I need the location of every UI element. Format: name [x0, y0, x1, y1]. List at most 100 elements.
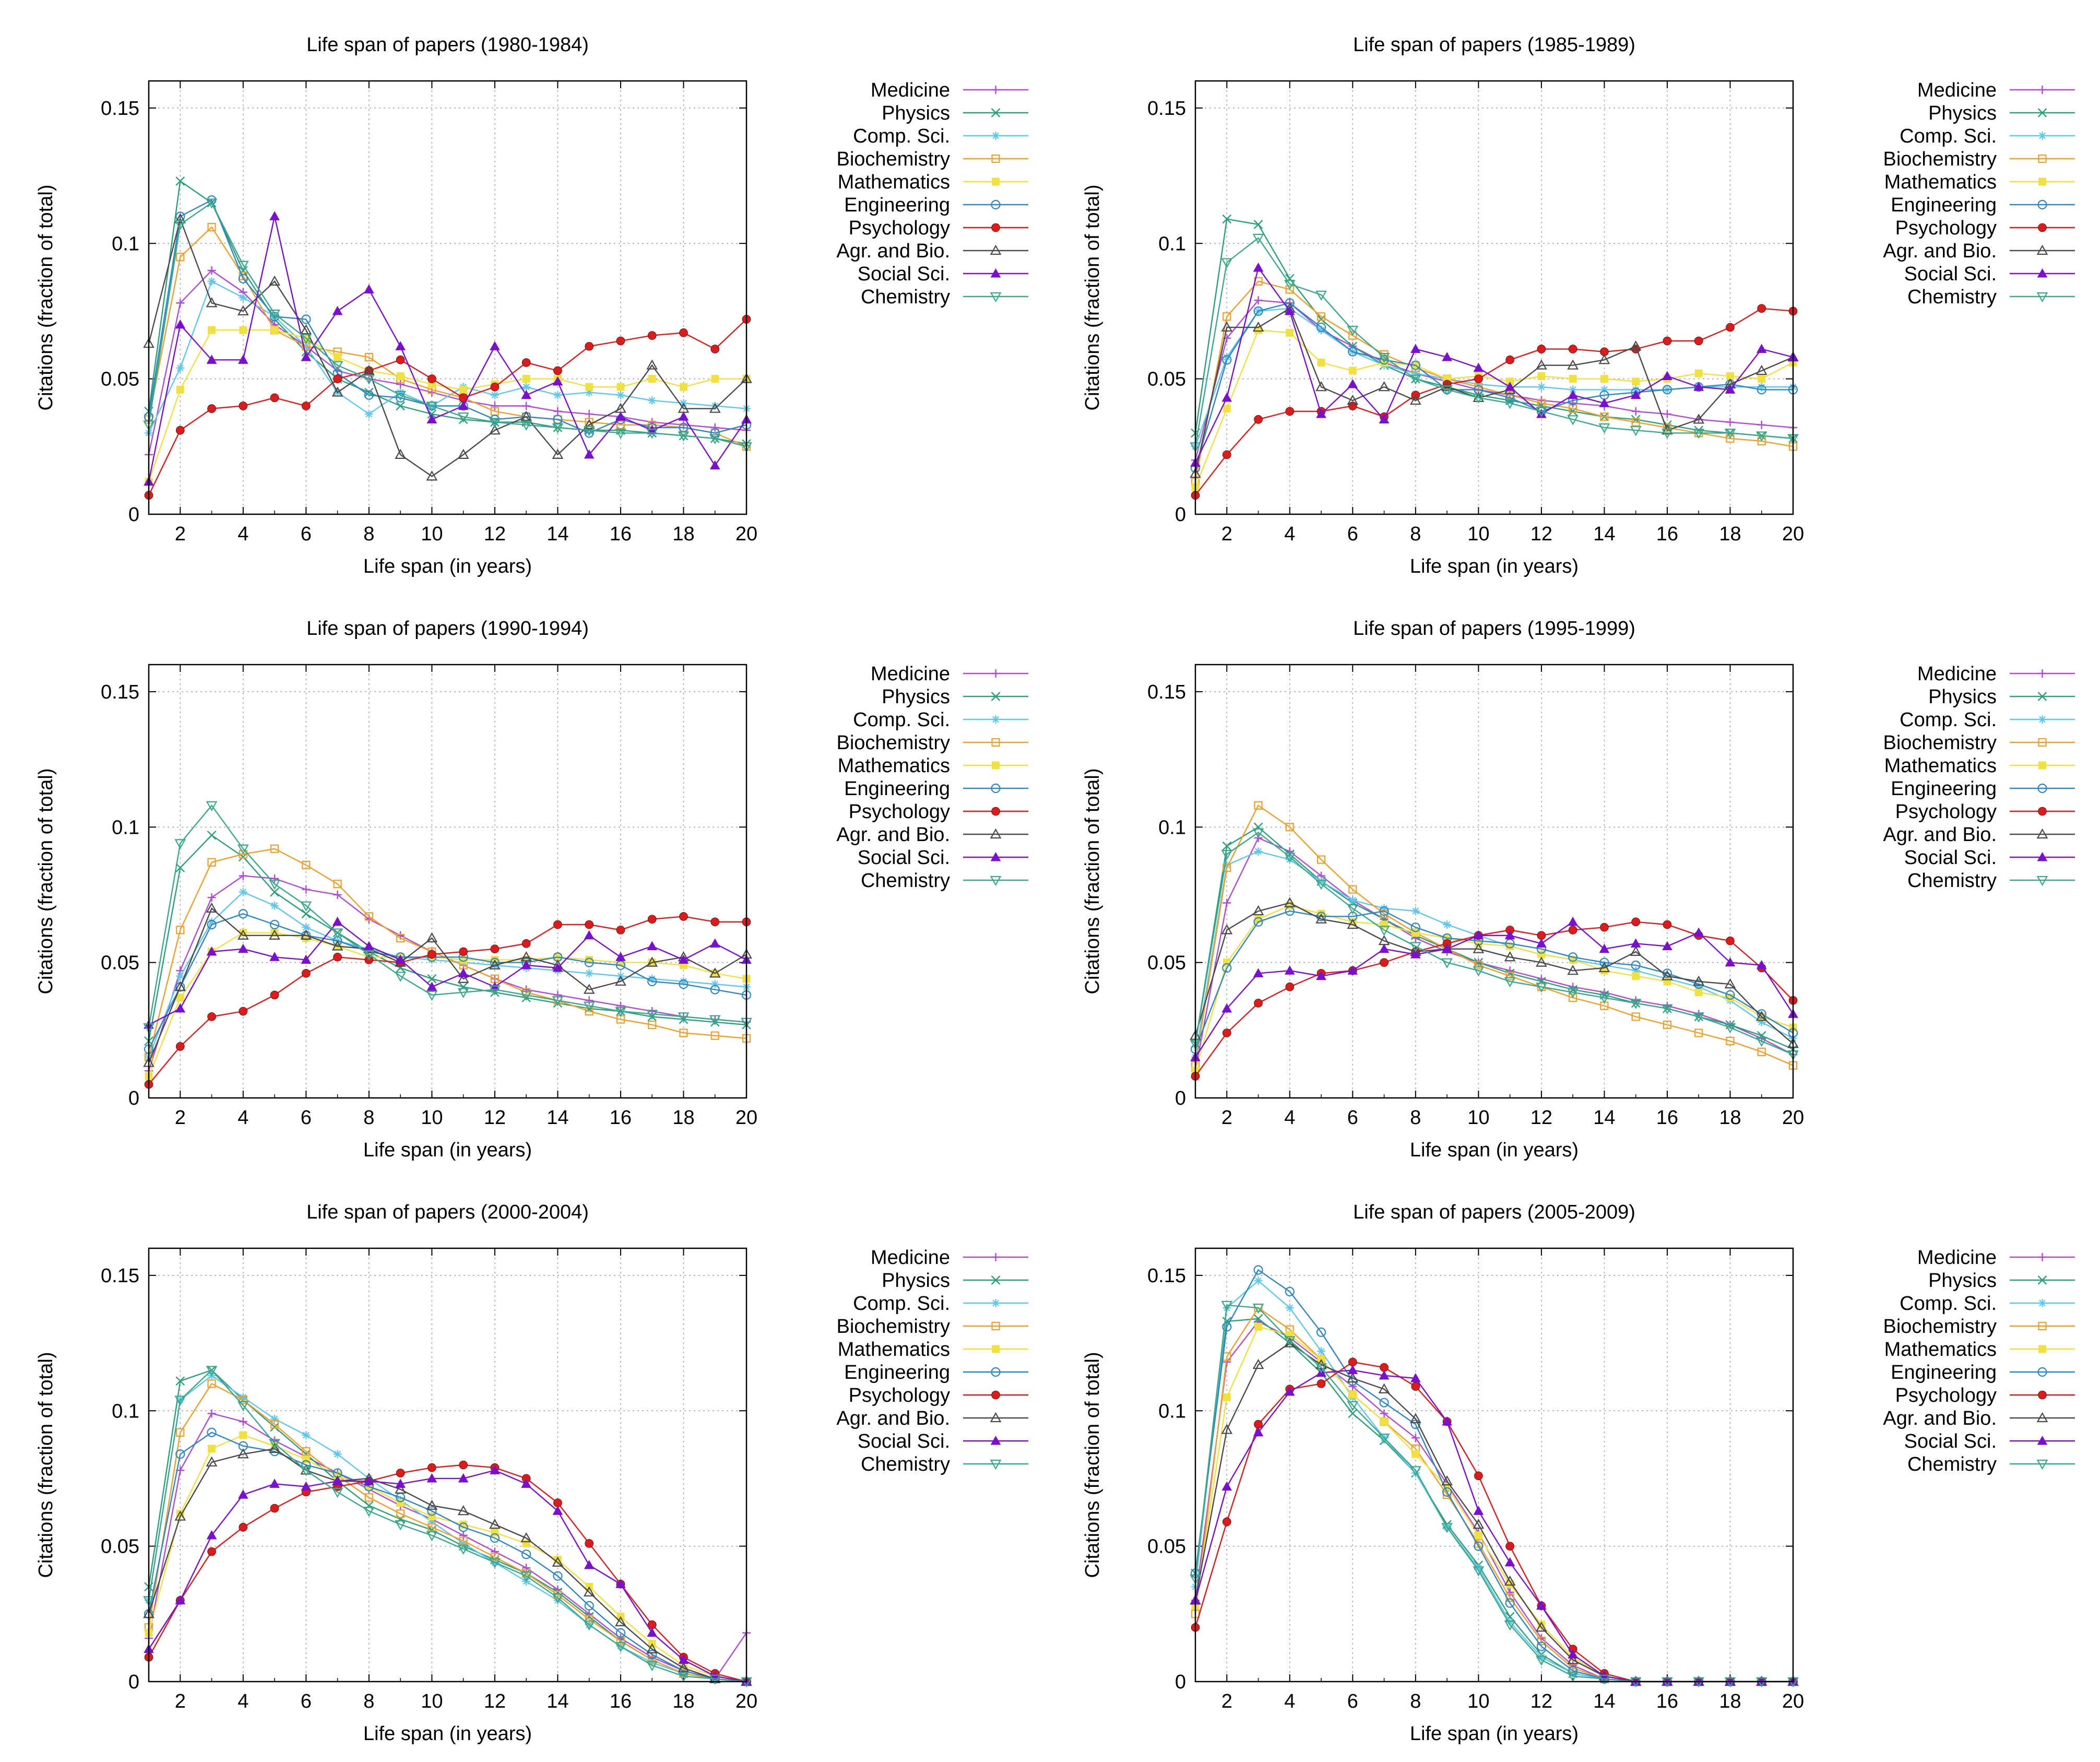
data-point-comp-sci: [1757, 383, 1766, 392]
data-point-chemistry: [1598, 993, 1610, 1004]
data-point-agr-and-bio: [709, 403, 721, 413]
data-point-psychology: [302, 401, 311, 410]
legend-label: Engineering: [1891, 194, 1997, 216]
data-point-psychology: [1222, 450, 1231, 459]
legend-swatch-marker: [2037, 783, 2047, 794]
series-psychology: [144, 1460, 751, 1686]
plot-area: [143, 801, 752, 1089]
data-point-mathematics: [176, 994, 184, 1002]
data-point-social-sci: [363, 941, 374, 950]
y-tick-label: 0.1: [112, 1400, 139, 1422]
legend-swatch-marker: [991, 223, 1000, 232]
plot-area: [143, 1365, 752, 1688]
data-point-social-sci: [1253, 1427, 1264, 1437]
series-line-medicine: [1194, 837, 1794, 1071]
data-point-social-sci: [1284, 965, 1295, 975]
y-tick-label: 0.1: [1158, 1400, 1186, 1422]
y-tick-label: 0: [1175, 1671, 1186, 1693]
data-point-mathematics: [1632, 972, 1640, 980]
data-point-psychology: [396, 356, 405, 364]
data-point-chemistry: [1567, 415, 1579, 425]
data-point-medicine: [1726, 418, 1735, 427]
chart-panel-5: Life span of papers (2000-2004) 2 4 6 8 10 12 1…: [35, 1201, 1028, 1745]
series-medicine: [1191, 296, 1797, 465]
legend-swatch-marker: [2037, 268, 2048, 278]
legend-label: Agr. and Bio.: [1883, 824, 1997, 846]
data-point-engineering: [1410, 923, 1420, 932]
series-chemistry: [1190, 828, 1799, 1061]
data-point-comp-sci: [1254, 847, 1263, 856]
data-point-biochemistry: [364, 353, 373, 362]
legend-swatch-marker: [2036, 292, 2048, 303]
data-point-comp-sci: [1569, 1669, 1577, 1678]
data-point-comp-sci: [239, 1393, 247, 1402]
data-point-chemistry: [489, 1558, 501, 1568]
series-line-social-sci: [1194, 266, 1794, 463]
data-point-social-sci: [615, 411, 626, 421]
data-point-comp-sci: [1474, 1564, 1483, 1572]
data-point-agr-and-bio: [1409, 394, 1421, 405]
series-mathematics: [1191, 902, 1797, 1075]
data-point-social-sci: [647, 1627, 658, 1637]
x-tick-label: 2: [175, 1107, 186, 1129]
data-point-comp-sci: [176, 972, 185, 980]
x-tick-label: 18: [1719, 523, 1741, 545]
data-point-psychology: [585, 342, 594, 351]
x-tick-label: 6: [1347, 1107, 1358, 1129]
data-point-physics: [1253, 220, 1263, 229]
legend-swatch-marker: [2038, 761, 2046, 770]
data-point-agr-and-bio: [206, 902, 218, 913]
data-point-engineering: [458, 1522, 468, 1532]
data-point-chemistry: [1284, 853, 1296, 863]
data-point-chemistry: [1755, 431, 1767, 442]
data-point-engineering: [1316, 322, 1326, 333]
legend-swatch-marker: [990, 852, 1001, 861]
data-point-comp-sci: [1537, 1653, 1546, 1662]
y-tick-label: 0.15: [1147, 98, 1186, 120]
data-point-social-sci: [1756, 344, 1767, 353]
series-line-agr-and-bio: [1194, 902, 1794, 1045]
data-point-chemistry: [520, 1571, 532, 1582]
data-point-social-sci: [678, 1654, 689, 1664]
y-tick-label: 0.05: [101, 369, 139, 391]
data-point-agr-and-bio: [1252, 321, 1264, 332]
data-point-chemistry: [1221, 1300, 1233, 1311]
data-point-medicine: [207, 893, 216, 902]
data-point-biochemistry: [679, 1028, 688, 1037]
data-point-agr-and-bio: [1630, 945, 1642, 956]
data-point-chemistry: [1252, 828, 1264, 838]
data-point-social-sci: [458, 400, 469, 410]
series-line-mathematics: [148, 1434, 747, 1683]
legend-label: Biochemistry: [1883, 1316, 1997, 1338]
data-point-agr-and-bio: [520, 411, 532, 421]
series-social-sci: [1190, 1365, 1798, 1686]
data-point-physics: [1757, 1031, 1766, 1040]
legend-label: Biochemistry: [1883, 732, 1997, 754]
legend-swatch-marker: [2038, 1299, 2047, 1307]
data-point-biochemistry: [1600, 412, 1609, 421]
x-tick-label: 10: [421, 523, 443, 545]
data-point-comp-sci: [1631, 385, 1640, 394]
legend-label: Engineering: [1891, 778, 1997, 800]
legend-label: Agr. and Bio.: [836, 824, 950, 846]
data-point-engineering: [1379, 1398, 1389, 1408]
data-point-social-sci: [521, 389, 532, 399]
legend-swatch-marker: [991, 154, 1000, 163]
data-point-mathematics: [1223, 405, 1231, 413]
data-point-psychology: [521, 358, 531, 367]
data-point-medicine: [270, 874, 279, 883]
data-point-social-sci: [1221, 1003, 1232, 1013]
data-point-social-sci: [1442, 943, 1452, 953]
data-point-medicine: [1254, 296, 1263, 305]
x-axis-label: Life span (in years): [1410, 555, 1579, 577]
legend-swatch-marker: [2036, 1459, 2048, 1470]
y-tick-label: 0.1: [112, 817, 139, 838]
data-point-psychology: [270, 990, 279, 1000]
data-point-chemistry: [395, 391, 406, 401]
data-point-psychology: [239, 1007, 248, 1016]
x-tick-label: 2: [1221, 1690, 1232, 1712]
data-point-biochemistry: [1663, 1020, 1672, 1030]
legend-label: Mathematics: [838, 1339, 950, 1361]
data-point-psychology: [396, 1469, 405, 1477]
data-point-engineering: [584, 957, 594, 967]
